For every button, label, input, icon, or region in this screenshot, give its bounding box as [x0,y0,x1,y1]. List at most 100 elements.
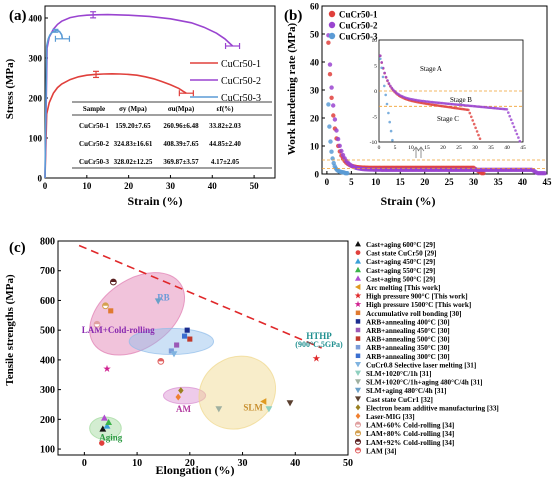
panel-c-label: (c) [9,240,26,256]
chart-c-legend-label: Cast+aging 450°C [29] [366,258,435,266]
chart-b-inset-point [385,102,389,106]
chart-b-point [337,143,342,148]
chart-b-ylabel: Work hardening rate (MPa) [286,23,298,156]
chart-c-region-label: Aging [99,433,123,443]
chart-b-legend-label: CuCr50-1 [339,10,378,20]
chart-b-point [329,149,334,154]
chart-b-inset-point [387,82,391,85]
chart-b-inset-point [384,93,388,97]
chart-c-legend-label: LAM+60% Cold-rolling [34] [366,422,454,430]
chart-b-xtick-label: 0 [325,177,330,187]
chart-a-table-cell: CuCr50-2 [79,140,109,148]
chart-b-inset-xtick-label: 0 [378,145,381,151]
chart-a-table-cell: 328.02±12.25 [114,158,153,166]
chart-c-data-point [174,342,180,348]
chart-b-ytick-label: 50 [310,30,320,40]
chart-a-table-header: Sample [83,105,105,113]
chart-a-table-cell: 324.83±16.61 [114,140,153,148]
chart-c-legend-marker [355,387,361,394]
chart-c-data-point [170,351,178,358]
chart-c-legend-label: Accumulative roll bonding [30] [366,310,462,318]
chart-c-legend-marker [355,404,361,411]
chart-c-data-point [102,302,109,310]
chart-c-data-point [168,348,174,354]
chart-b-inset-point [509,118,513,121]
chart-c-legend-label: CuCr0.8 Selective laser melting [31] [366,361,476,369]
chart-b-legend-label: CuCr50-3 [339,32,378,42]
region-slm [198,355,277,430]
chart-b-xtick-label: 35 [494,177,504,187]
chart-c-legend-marker-fill [355,430,361,434]
chart-c-legend-label: Cast state CuCr1 [32] [366,396,433,404]
chart-b-inset-ytick-label: 0 [374,89,377,95]
chart-c-legend-marker [355,275,361,281]
chart-c-ylabel: Tensile strengths (MPa) [4,274,16,386]
chart-c-legend-marker [354,438,362,445]
chart-b-xtick-label: 20 [420,177,430,187]
chart-b-ytick-label: 30 [310,86,320,96]
chart-a-table-header: σy (Mpa) [119,105,147,113]
chart-c-legend-marker [355,362,361,368]
chart-b-inset-point [380,61,384,64]
chart-c-data-point [105,418,113,426]
chart-c-legend-label: ARB+annealing 450°C [30] [366,327,450,335]
chart-b-inset-ytick-label: 10 [372,38,378,44]
panel-a-label: (a) [9,8,27,24]
chart-b-point [327,124,332,129]
chart-a-xtick-label: 20 [124,181,134,191]
chart-a-table-header: εf(%) [217,105,235,113]
chart-b-inset-xtick-label: 25 [456,145,462,151]
chart-b-point [339,148,344,154]
chart-c-legend-marker [355,344,361,350]
chart-c-xtick-label: 50 [343,458,353,469]
chart-c-region-label: HTHP [306,331,332,341]
chart-c-legend-marker [355,266,361,273]
chart-a-table-cell: 44.85±2.40 [209,140,241,148]
chart-c-legend-marker [355,353,361,359]
chart-c-legend-label: Laser-MIG [33] [366,413,415,421]
chart-a-ytick-label: 0 [38,174,43,184]
chart-b-inset-point [389,129,393,133]
chart-b-legend-marker [328,32,336,40]
chart-b-inset-xtick-label: 45 [520,145,526,151]
chart-a-ytick-label: 400 [29,14,43,24]
chart-c-data-point-fill [102,302,109,306]
chart-a-table-cell: CuCr50-3 [79,158,109,166]
chart-b-inset-point [514,129,517,132]
region-am [162,386,207,405]
chart-c-legend-marker [354,421,362,428]
chart-b-point [328,139,333,144]
chart-c-data-point [154,298,162,305]
chart-b-xlabel: Strain (%) [381,194,436,208]
chart-b-inset-point [380,66,383,70]
chart-c-legend-marker [355,310,361,316]
chart-b-zoom-arrow-icon [412,146,420,158]
chart-c-xtick-label: 20 [185,458,195,469]
chart-b-ytick-label: 60 [310,2,320,12]
chart-b-ytick-label: 40 [310,58,320,68]
chart-b-inset-point [470,115,473,119]
chart-b-inset-point [474,126,477,130]
chart-c-ytick-label: 100 [40,445,55,456]
chart-b-point [542,171,547,176]
chart-a-xtick-label: 30 [166,181,176,191]
chart-c-legend-label: High pressure 900°C [This work] [366,293,468,301]
chart-c-legend-marker [355,336,361,341]
chart-a-table-cell: 408.39±7.65 [163,140,199,148]
chart-c-xtick-label: 40 [290,458,300,469]
chart-c-data-point [108,308,114,314]
chart-c-region-label: AM [176,404,191,414]
chart-c-trend-line [78,244,322,349]
chart-c-data-point [99,425,107,432]
chart-c-legend-marker [355,284,361,290]
chart-c-data-point [187,336,193,342]
chart-c-data-point [286,400,294,407]
chart-b-inset-point [507,111,510,114]
chart-c-data-point [157,357,165,365]
chart-b-legend-marker [328,21,336,29]
chart-c-data-point [312,354,321,362]
chart-b-inset-point [379,57,382,61]
chart-b-xtick-label: 45 [543,177,553,187]
